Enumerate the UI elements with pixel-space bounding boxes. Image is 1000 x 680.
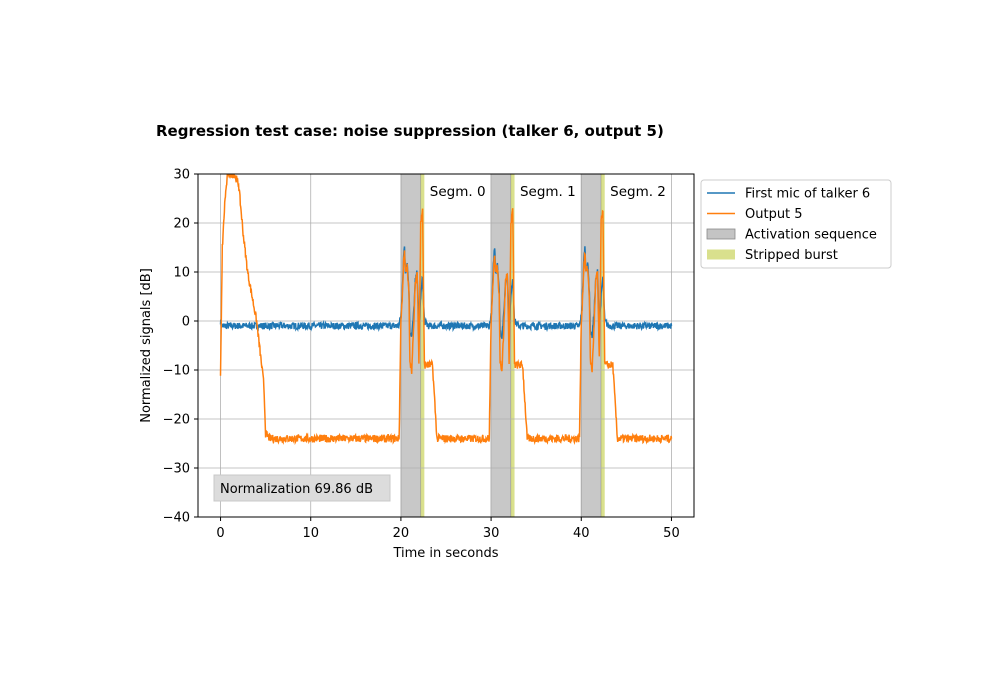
axes-frame	[197, 173, 695, 518]
activation-span-1	[490, 173, 512, 518]
stripped-span-2	[601, 174, 605, 517]
x-tick-label: 50	[663, 526, 680, 541]
chart-title: Regression test case: noise suppression …	[156, 122, 664, 140]
y-axis-label: Normalized signals [dB]	[139, 268, 154, 423]
y-tick-label: −10	[163, 364, 190, 379]
legend: First mic of talker 6 Output 5 Activation …	[700, 179, 892, 269]
y-tick-label: −20	[163, 413, 190, 428]
series-line-output	[219, 174, 673, 446]
x-axis-label: Time in seconds	[392, 546, 498, 561]
normalization-annotation: Normalization 69.86 dB	[213, 474, 391, 502]
legend-label-3: Stripped burst	[745, 248, 838, 263]
segment-label-1: Segm. 1	[520, 184, 576, 200]
tick-labels: 0 10 20 30 40 50 −40 −30 −20 −10 0 10 20 30	[163, 168, 680, 542]
plot-area	[198, 174, 694, 517]
legend-label-2: Activation sequence	[745, 228, 877, 243]
plot-background	[198, 174, 694, 517]
normalization-text: Normalization 69.86 dB	[220, 482, 373, 497]
x-tick-label: 10	[302, 526, 319, 541]
activation-span-0	[400, 173, 422, 518]
x-tick-label: 0	[216, 526, 224, 541]
activation-span-2	[580, 173, 602, 518]
x-tick-label: 30	[483, 526, 500, 541]
series-layer	[219, 174, 673, 446]
stripped-span-1	[510, 174, 515, 517]
shaded-regions	[400, 173, 605, 518]
axes	[197, 173, 695, 518]
segment-label-2: Segm. 2	[610, 184, 666, 200]
y-tick-label: 20	[173, 217, 190, 232]
stripped-span-0	[420, 174, 425, 517]
legend-label-1: Output 5	[745, 207, 803, 222]
x-tick-label: 20	[393, 526, 410, 541]
y-tick-label: 30	[173, 168, 190, 183]
segment-labels: Segm. 0 Segm. 1 Segm. 2	[430, 184, 666, 200]
legend-swatch-patch-2	[706, 228, 736, 240]
legend-box	[700, 179, 892, 269]
x-tick-label: 40	[573, 526, 590, 541]
segment-label-0: Segm. 0	[430, 184, 486, 200]
y-tick-label: 10	[173, 266, 190, 281]
normalization-box	[213, 474, 391, 502]
y-tick-label: 0	[182, 315, 190, 330]
legend-label-0: First mic of talker 6	[745, 187, 870, 202]
y-tick-label: −30	[163, 462, 190, 477]
y-tick-label: −40	[163, 511, 190, 526]
legend-swatch-patch-3	[707, 249, 735, 260]
